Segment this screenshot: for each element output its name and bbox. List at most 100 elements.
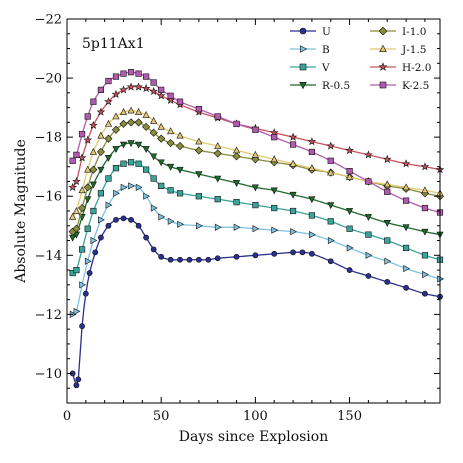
data-point — [167, 92, 174, 99]
data-point — [327, 157, 334, 164]
data-point — [127, 106, 135, 114]
data-point — [384, 257, 392, 265]
data-point — [270, 187, 278, 195]
y-tick-label: −10 — [35, 367, 62, 382]
data-point — [73, 382, 80, 389]
legend-marker — [379, 81, 387, 89]
data-point — [78, 186, 86, 194]
data-point — [149, 128, 158, 137]
legend-item: V — [290, 62, 330, 74]
data-point — [420, 162, 430, 171]
data-point — [78, 131, 86, 138]
data-point — [127, 140, 135, 148]
data-point — [383, 180, 391, 188]
data-point — [149, 86, 158, 96]
data-point — [327, 202, 335, 210]
data-point — [345, 173, 354, 180]
data-point — [84, 225, 91, 232]
data-point — [233, 223, 241, 231]
data-point — [127, 159, 135, 166]
data-point — [97, 131, 105, 139]
data-point — [120, 160, 127, 167]
data-point — [84, 113, 91, 120]
data-point — [150, 246, 157, 253]
data-point — [126, 118, 136, 127]
data-point — [167, 127, 175, 135]
data-point — [97, 190, 105, 197]
data-point — [84, 165, 92, 173]
y-axis-label: Absolute Magnitude — [13, 139, 29, 284]
legend-label: H-2.0 — [402, 62, 431, 74]
data-point — [90, 98, 97, 105]
legend-item: U — [290, 26, 331, 38]
y-tick-label: −16 — [35, 190, 62, 205]
data-point — [196, 222, 203, 230]
data-point — [271, 226, 279, 234]
data-point — [73, 151, 80, 158]
series-line — [72, 121, 441, 233]
series-V — [69, 159, 444, 277]
data-point — [79, 281, 87, 289]
data-point — [120, 70, 127, 77]
data-point — [83, 135, 92, 144]
data-point — [89, 147, 97, 155]
data-point — [421, 252, 429, 259]
data-point — [364, 214, 372, 221]
data-point — [111, 89, 121, 98]
data-point — [105, 201, 113, 209]
legend-item: K-2.5 — [370, 80, 429, 92]
data-point — [307, 137, 317, 146]
data-point — [252, 201, 259, 209]
data-point — [232, 146, 241, 154]
data-point — [119, 119, 128, 128]
data-point — [75, 376, 82, 383]
y-tick-label: −18 — [35, 131, 62, 146]
data-point — [157, 134, 166, 143]
data-point — [402, 244, 410, 252]
data-point — [195, 137, 203, 145]
y-tick-label: −14 — [35, 249, 62, 264]
data-point — [150, 79, 157, 86]
data-point — [384, 278, 391, 285]
series-markers — [69, 182, 445, 318]
data-point — [112, 112, 120, 120]
data-point — [119, 85, 128, 94]
data-point — [401, 159, 411, 168]
data-point — [214, 255, 221, 262]
series-K-2.5 — [69, 69, 444, 216]
data-point — [402, 197, 410, 204]
data-point — [92, 249, 99, 256]
data-point — [135, 183, 143, 191]
data-point — [79, 323, 85, 330]
data-point — [158, 213, 166, 221]
data-point — [177, 256, 183, 263]
data-point — [158, 182, 165, 189]
data-point — [90, 236, 98, 245]
data-point — [135, 160, 142, 167]
data-point — [327, 258, 334, 265]
data-point — [213, 149, 222, 158]
data-point — [84, 257, 92, 265]
data-point — [128, 182, 136, 190]
legend-item: H-2.0 — [370, 62, 431, 74]
data-point — [158, 86, 165, 93]
data-point — [176, 166, 184, 174]
data-point — [83, 183, 92, 192]
data-point — [308, 164, 316, 171]
data-point — [156, 91, 166, 100]
series-H-2.0 — [68, 82, 445, 192]
data-point — [104, 134, 113, 143]
data-point — [327, 168, 335, 176]
data-point — [309, 231, 316, 239]
data-point — [195, 256, 202, 263]
data-point — [177, 220, 185, 228]
data-point — [176, 98, 184, 105]
legend-marker — [299, 45, 308, 53]
data-point — [84, 196, 92, 204]
data-point — [112, 73, 120, 80]
data-point — [402, 183, 410, 191]
data-point — [346, 225, 353, 232]
data-point — [96, 107, 106, 116]
data-point — [346, 168, 353, 175]
data-point — [113, 216, 119, 223]
